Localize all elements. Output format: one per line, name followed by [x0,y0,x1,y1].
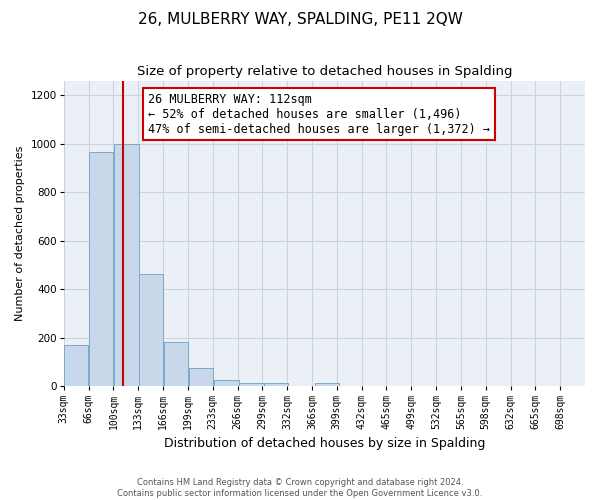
Bar [139,274,163,386]
Bar [64,345,88,387]
Bar [189,368,213,386]
Bar [239,383,263,386]
Title: Size of property relative to detached houses in Spalding: Size of property relative to detached ho… [137,65,512,78]
Bar [314,383,339,386]
Y-axis label: Number of detached properties: Number of detached properties [15,146,25,321]
Bar [115,144,139,386]
Bar [214,380,239,386]
Bar [264,383,289,386]
Text: Contains HM Land Registry data © Crown copyright and database right 2024.
Contai: Contains HM Land Registry data © Crown c… [118,478,482,498]
Bar [89,152,113,386]
Bar [164,342,188,386]
Text: 26, MULBERRY WAY, SPALDING, PE11 2QW: 26, MULBERRY WAY, SPALDING, PE11 2QW [137,12,463,28]
Text: 26 MULBERRY WAY: 112sqm
← 52% of detached houses are smaller (1,496)
47% of semi: 26 MULBERRY WAY: 112sqm ← 52% of detache… [148,92,490,136]
X-axis label: Distribution of detached houses by size in Spalding: Distribution of detached houses by size … [164,437,485,450]
